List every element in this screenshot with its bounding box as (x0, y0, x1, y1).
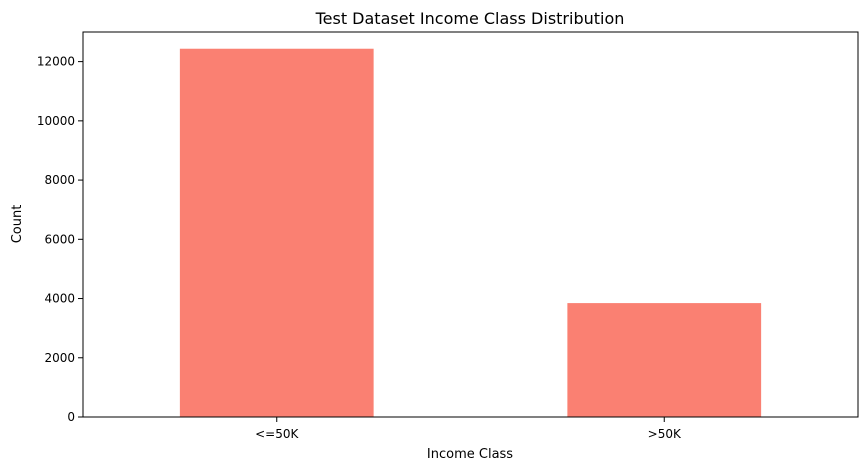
y-tick-label: 0 (67, 410, 75, 424)
y-axis-ticks: 0 2000 4000 6000 8000 10000 12000 (37, 55, 83, 424)
bar-1 (567, 303, 762, 417)
y-tick-label: 8000 (44, 173, 75, 187)
bar-0 (179, 48, 374, 417)
x-tick-label: >50K (648, 427, 682, 441)
bars (179, 48, 762, 417)
x-axis-ticks: <=50K >50K (255, 417, 682, 441)
y-tick-label: 2000 (44, 351, 75, 365)
plot-frame (82, 31, 859, 418)
x-tick-label: <=50K (255, 427, 299, 441)
plot-area: 0 2000 4000 6000 8000 10000 12000 <=50K >50K (37, 31, 859, 441)
y-tick-label: 6000 (44, 232, 75, 246)
y-tick-label: 12000 (37, 55, 75, 69)
x-axis-label: Income Class (427, 447, 513, 462)
y-tick-label: 10000 (37, 114, 75, 128)
y-axis-label: Count (10, 205, 25, 244)
y-tick-label: 4000 (44, 292, 75, 306)
chart-title: Test Dataset Income Class Distribution (315, 9, 625, 28)
